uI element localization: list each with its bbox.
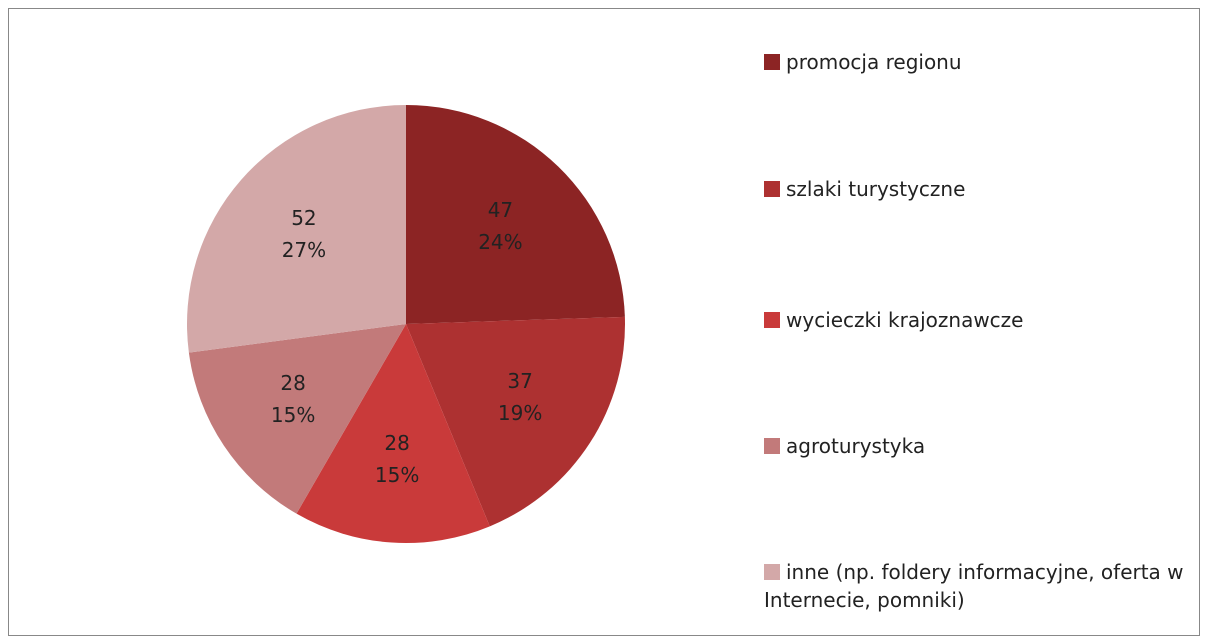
pie-slice <box>188 324 406 514</box>
slice-value-label: 52 <box>291 206 316 230</box>
slice-value-label: 37 <box>507 369 532 393</box>
legend-label: wycieczki krajoznawcze <box>786 308 1024 332</box>
legend-label: promocja regionu <box>786 50 962 74</box>
pie-slice <box>187 105 406 353</box>
legend-label: szlaki turystyczne <box>786 177 966 201</box>
legend-swatch <box>764 54 780 70</box>
legend-swatch <box>764 564 780 580</box>
pie-slice <box>406 316 625 527</box>
legend-label: agroturystyka <box>786 434 926 458</box>
legend-item: inne (np. foldery informacyjne, oferta w… <box>764 558 1184 614</box>
legend-item: promocja regionu <box>764 48 1184 76</box>
legend-swatch <box>764 438 780 454</box>
legend-swatch <box>764 312 780 328</box>
legend-swatch <box>764 181 780 197</box>
pie-slice <box>296 324 490 543</box>
slice-value-label: 28 <box>384 431 409 455</box>
legend-label: inne (np. foldery informacyjne, oferta w… <box>764 560 1184 612</box>
slice-percent-label: 24% <box>478 230 522 254</box>
slice-percent-label: 27% <box>282 238 326 262</box>
slice-percent-label: 15% <box>375 463 419 487</box>
pie-slice <box>406 105 625 324</box>
slice-value-label: 47 <box>488 198 513 222</box>
chart-border <box>8 8 1200 636</box>
legend-item: agroturystyka <box>764 432 1184 460</box>
slice-value-label: 28 <box>280 371 305 395</box>
slice-percent-label: 19% <box>498 401 542 425</box>
legend-item: wycieczki krajoznawcze <box>764 306 1184 334</box>
legend-item: szlaki turystyczne <box>764 175 1184 203</box>
slice-percent-label: 15% <box>271 403 315 427</box>
